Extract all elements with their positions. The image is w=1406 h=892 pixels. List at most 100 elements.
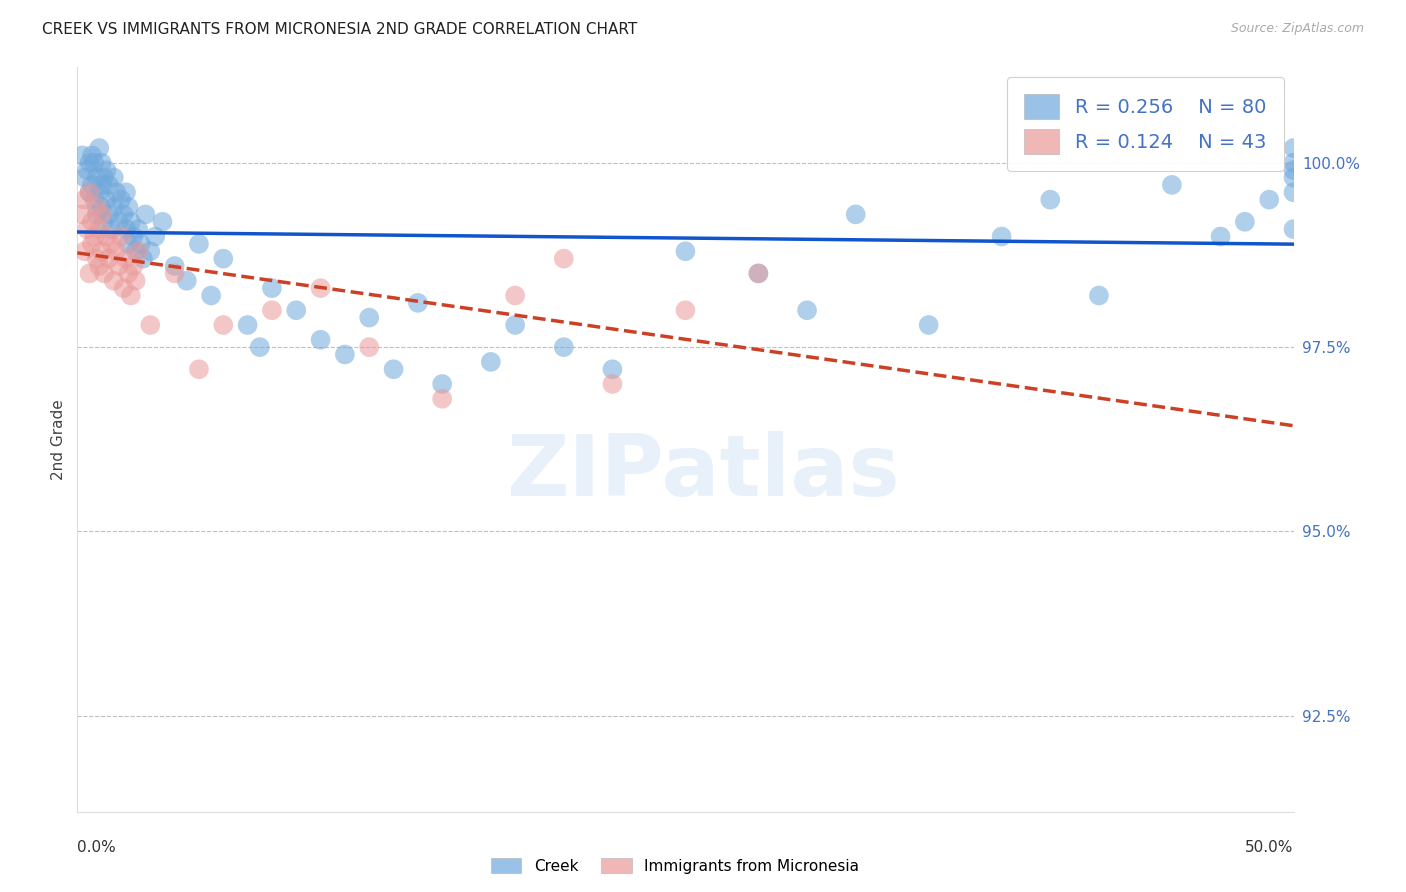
Point: [382, 362, 405, 376]
Point: [103, 274, 125, 288]
Point: [80, 148, 103, 162]
Point: [80, 178, 103, 192]
Point: [432, 376, 454, 391]
Point: [76, 222, 98, 236]
Text: ZIPatlas: ZIPatlas: [506, 431, 900, 515]
Point: [110, 229, 132, 244]
Point: [83, 193, 105, 207]
Point: [1282, 141, 1305, 155]
Point: [73, 244, 96, 259]
Point: [1161, 178, 1184, 192]
Point: [89, 141, 111, 155]
Point: [90, 178, 112, 192]
Point: [845, 207, 868, 221]
Point: [80, 236, 103, 251]
Y-axis label: 2nd Grade: 2nd Grade: [51, 399, 66, 480]
Point: [990, 229, 1012, 244]
Text: Source: ZipAtlas.com: Source: ZipAtlas.com: [1230, 22, 1364, 36]
Point: [93, 266, 115, 280]
Point: [236, 318, 259, 332]
Point: [83, 155, 105, 169]
Point: [333, 347, 356, 361]
Point: [200, 288, 222, 302]
Point: [76, 163, 98, 178]
Point: [117, 236, 139, 251]
Point: [1088, 288, 1111, 302]
Point: [96, 193, 118, 207]
Point: [260, 303, 283, 318]
Point: [260, 281, 283, 295]
Point: [107, 259, 129, 273]
Point: [1209, 229, 1232, 244]
Point: [79, 266, 101, 280]
Text: 0.0%: 0.0%: [77, 840, 117, 855]
Point: [100, 236, 122, 251]
Point: [188, 362, 211, 376]
Point: [97, 252, 120, 266]
Text: CREEK VS IMMIGRANTS FROM MICRONESIA 2ND GRADE CORRELATION CHART: CREEK VS IMMIGRANTS FROM MICRONESIA 2ND …: [42, 22, 637, 37]
Point: [1258, 193, 1281, 207]
Point: [103, 170, 125, 185]
Point: [212, 318, 235, 332]
Point: [675, 244, 697, 259]
Point: [86, 252, 108, 266]
Point: [105, 244, 128, 259]
Point: [90, 155, 112, 169]
Point: [79, 186, 101, 200]
Point: [503, 318, 526, 332]
Point: [249, 340, 271, 354]
Point: [139, 318, 162, 332]
Point: [89, 222, 111, 236]
Point: [97, 207, 120, 221]
Point: [70, 148, 93, 162]
Point: [176, 274, 198, 288]
Point: [359, 340, 381, 354]
Point: [602, 376, 624, 391]
Point: [93, 170, 115, 185]
Point: [132, 252, 155, 266]
Point: [96, 163, 118, 178]
Point: [406, 296, 429, 310]
Point: [1282, 163, 1305, 178]
Point: [110, 193, 132, 207]
Point: [163, 259, 186, 273]
Point: [86, 200, 108, 214]
Point: [83, 229, 105, 244]
Point: [163, 266, 186, 280]
Point: [1282, 155, 1305, 169]
Point: [796, 303, 818, 318]
Point: [105, 186, 128, 200]
Point: [129, 236, 152, 251]
Point: [479, 355, 502, 369]
Point: [96, 229, 118, 244]
Point: [188, 236, 211, 251]
Point: [675, 303, 697, 318]
Point: [90, 200, 112, 214]
Point: [115, 186, 138, 200]
Point: [79, 155, 101, 169]
Point: [73, 170, 96, 185]
Point: [97, 178, 120, 192]
Point: [503, 288, 526, 302]
Point: [747, 266, 769, 280]
Point: [117, 266, 139, 280]
Point: [1282, 170, 1305, 185]
Point: [120, 215, 142, 229]
Point: [309, 281, 332, 295]
Point: [125, 274, 148, 288]
Point: [143, 229, 166, 244]
Legend: Creek, Immigrants from Micronesia: Creek, Immigrants from Micronesia: [485, 852, 865, 880]
Point: [115, 252, 138, 266]
Point: [73, 193, 96, 207]
Point: [134, 207, 156, 221]
Point: [89, 186, 111, 200]
Point: [918, 318, 941, 332]
Point: [90, 207, 112, 221]
Point: [359, 310, 381, 325]
Point: [115, 222, 138, 236]
Legend: R = 0.256    N = 80, R = 0.124    N = 43: R = 0.256 N = 80, R = 0.124 N = 43: [1007, 77, 1284, 171]
Point: [107, 215, 129, 229]
Point: [80, 215, 103, 229]
Point: [103, 200, 125, 214]
Point: [120, 288, 142, 302]
